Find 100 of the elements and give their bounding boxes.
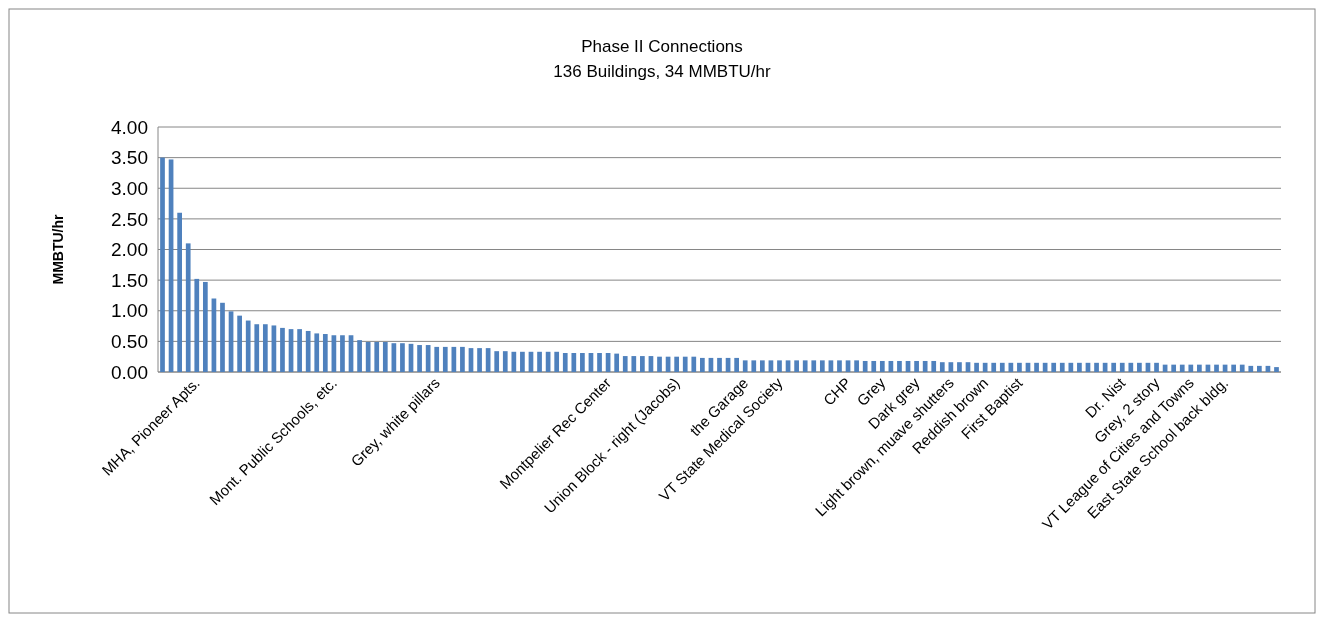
bar	[1197, 364, 1202, 372]
bar	[571, 353, 577, 372]
bar	[374, 341, 380, 372]
bar	[460, 346, 465, 372]
bar	[365, 341, 371, 372]
bar	[382, 341, 388, 372]
bar	[1008, 362, 1014, 372]
bar	[837, 360, 842, 372]
bar	[520, 351, 525, 372]
bar	[1239, 364, 1245, 372]
bar	[1111, 362, 1117, 372]
bar	[897, 360, 902, 372]
bar	[1051, 362, 1057, 372]
bar	[1179, 364, 1185, 372]
y-tick-label: 3.50	[111, 147, 148, 169]
bar	[1077, 362, 1082, 372]
bar	[819, 360, 825, 372]
bar	[562, 353, 568, 372]
bar	[742, 360, 748, 372]
bar	[280, 327, 285, 372]
bar	[425, 345, 431, 372]
y-tick-label: 0.50	[111, 331, 148, 353]
bar	[931, 360, 937, 372]
bar	[862, 360, 868, 372]
y-tick-label: 1.00	[111, 300, 148, 322]
bar	[974, 362, 979, 372]
bar	[811, 360, 817, 372]
bar	[879, 360, 885, 372]
bar	[340, 335, 345, 372]
bar	[1119, 362, 1125, 372]
bar	[537, 351, 542, 372]
bar	[554, 351, 560, 372]
bar	[999, 362, 1005, 372]
bar	[220, 302, 225, 372]
bar	[322, 334, 328, 372]
y-tick-label: 2.50	[111, 208, 148, 230]
y-tick-label: 3.00	[111, 177, 148, 199]
bar	[177, 212, 182, 372]
bar	[597, 353, 602, 372]
bar	[1274, 367, 1279, 372]
bar	[160, 157, 165, 372]
bar	[991, 362, 997, 372]
bar	[622, 356, 628, 372]
bar	[1059, 362, 1065, 372]
bar	[871, 360, 877, 372]
bar	[357, 340, 362, 372]
bar	[614, 353, 620, 372]
bar	[417, 345, 422, 372]
bar	[202, 281, 208, 372]
bar	[939, 362, 945, 372]
bar	[1231, 364, 1237, 372]
bar	[1137, 362, 1142, 372]
y-tick-label: 4.00	[111, 116, 148, 138]
bar	[254, 324, 260, 372]
y-axis-title: MMBTU/hr	[50, 213, 66, 285]
bar	[957, 362, 962, 372]
bar	[185, 243, 191, 372]
bar	[657, 356, 662, 372]
bar	[640, 356, 645, 372]
bar	[682, 356, 688, 372]
bar	[262, 324, 268, 372]
bar	[759, 360, 765, 372]
bar	[777, 360, 782, 372]
bar	[1068, 362, 1074, 372]
bar	[691, 356, 697, 372]
bar	[511, 351, 517, 372]
bar	[914, 360, 919, 372]
bar	[982, 362, 988, 372]
bar	[194, 278, 200, 372]
bar	[1154, 362, 1159, 372]
y-tick-label: 0.00	[111, 361, 148, 383]
bar	[717, 357, 722, 372]
bar	[580, 353, 585, 372]
bar	[1171, 364, 1177, 372]
chart-title: Phase II Connections 136 Buildings, 34 MMBTU/hr	[553, 37, 771, 81]
bar	[1017, 362, 1022, 372]
bar	[674, 356, 680, 372]
bar	[494, 351, 500, 372]
bar	[245, 320, 251, 372]
bar	[700, 357, 705, 372]
bar	[751, 360, 757, 372]
bar	[802, 360, 808, 372]
bar	[1188, 364, 1194, 372]
bar	[922, 360, 928, 372]
y-tick-label: 1.50	[111, 269, 148, 291]
bar	[297, 329, 302, 372]
bar	[305, 330, 311, 372]
y-tick-label: 2.00	[111, 239, 148, 261]
bar	[794, 360, 799, 372]
bar	[1248, 365, 1254, 372]
bar	[1034, 362, 1039, 372]
bar	[477, 348, 482, 372]
bar	[451, 346, 457, 372]
bar	[400, 343, 405, 372]
bar	[1128, 362, 1134, 372]
bar	[1214, 364, 1219, 372]
bar	[502, 351, 508, 372]
bar	[631, 356, 637, 372]
bar	[314, 333, 320, 372]
bar	[237, 315, 242, 372]
